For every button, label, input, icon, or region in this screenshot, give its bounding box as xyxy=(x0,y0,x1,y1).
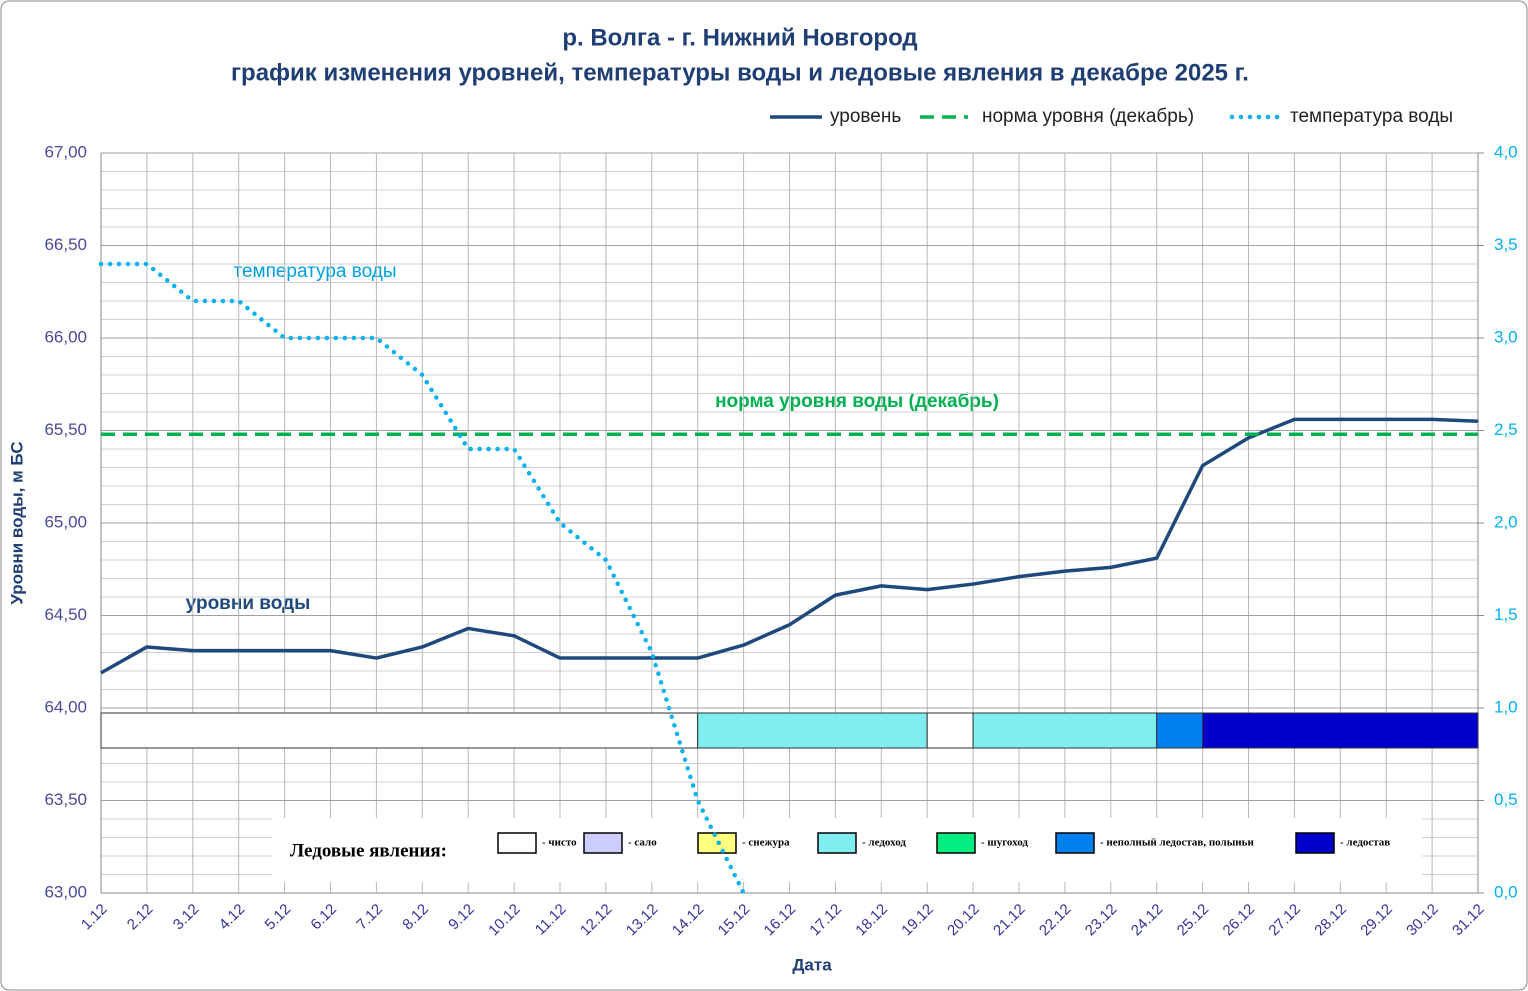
ice-legend-label: - неполный ледостав, полыньи xyxy=(1100,837,1254,849)
chart-title: р. Волга - г. Нижний Новгород xyxy=(562,24,917,51)
y2-tick-label: 0,5 xyxy=(1494,790,1518,809)
ice-legend-swatch xyxy=(817,832,857,854)
ice-legend-label: - ледоход xyxy=(862,837,906,849)
ice-legend-title: Ледовые явления: xyxy=(290,840,447,861)
ice-legend-label: - шугоход xyxy=(981,837,1028,849)
series-line xyxy=(100,417,1479,675)
y-tick-label: 64,00 xyxy=(44,697,87,716)
ice-segment xyxy=(972,712,1158,749)
annotation: норма уровня воды (декабрь) xyxy=(715,391,999,412)
ice-legend-label: - сало xyxy=(628,837,657,849)
ice-segment xyxy=(100,712,699,749)
y-tick-label: 66,00 xyxy=(44,327,87,346)
ice-segment xyxy=(1202,712,1479,749)
y2-tick-label: 3,5 xyxy=(1494,235,1518,254)
y-tick-label: 64,50 xyxy=(44,605,87,624)
y2-tick-label: 4,0 xyxy=(1494,142,1518,161)
y-tick-label: 66,50 xyxy=(44,235,87,254)
legend-label: уровень xyxy=(830,106,901,127)
y-tick-label: 67,00 xyxy=(44,142,87,161)
y2-tick-label: 2,0 xyxy=(1494,512,1518,531)
y-axis-label: Уровни воды, м БС xyxy=(7,441,26,604)
ice-legend-swatch xyxy=(583,832,623,854)
ice-legend-swatch xyxy=(497,832,537,854)
annotation: температура воды xyxy=(233,261,396,282)
ice-segment xyxy=(1156,712,1204,749)
y2-tick-label: 3,0 xyxy=(1494,327,1518,346)
x-axis-label: Дата xyxy=(792,955,832,974)
y-tick-label: 65,50 xyxy=(44,420,87,439)
y-tick-label: 63,50 xyxy=(44,790,87,809)
ice-legend-swatch xyxy=(936,832,976,854)
ice-legend-swatch xyxy=(1295,832,1335,854)
y2-tick-label: 1,5 xyxy=(1494,605,1518,624)
chart-subtitle: график изменения уровней, температуры во… xyxy=(231,59,1249,86)
y2-tick-label: 0,0 xyxy=(1494,882,1518,901)
y-tick-label: 65,00 xyxy=(44,512,87,531)
ice-segment xyxy=(926,712,974,749)
legend-label: норма уровня (декабрь) xyxy=(982,106,1194,127)
annotation: уровни воды xyxy=(186,593,311,614)
ice-legend-label: - чисто xyxy=(542,837,577,849)
y2-tick-label: 1,0 xyxy=(1494,697,1518,716)
ice-legend-label: - снежура xyxy=(742,837,790,849)
y-tick-label: 63,00 xyxy=(44,882,87,901)
ice-legend-label: - ледостав xyxy=(1340,837,1390,849)
ice-segment xyxy=(697,712,928,749)
ice-legend-swatch xyxy=(1055,832,1095,854)
legend-label: температура воды xyxy=(1290,106,1453,127)
y2-tick-label: 2,5 xyxy=(1494,420,1518,439)
series-line xyxy=(98,261,746,896)
